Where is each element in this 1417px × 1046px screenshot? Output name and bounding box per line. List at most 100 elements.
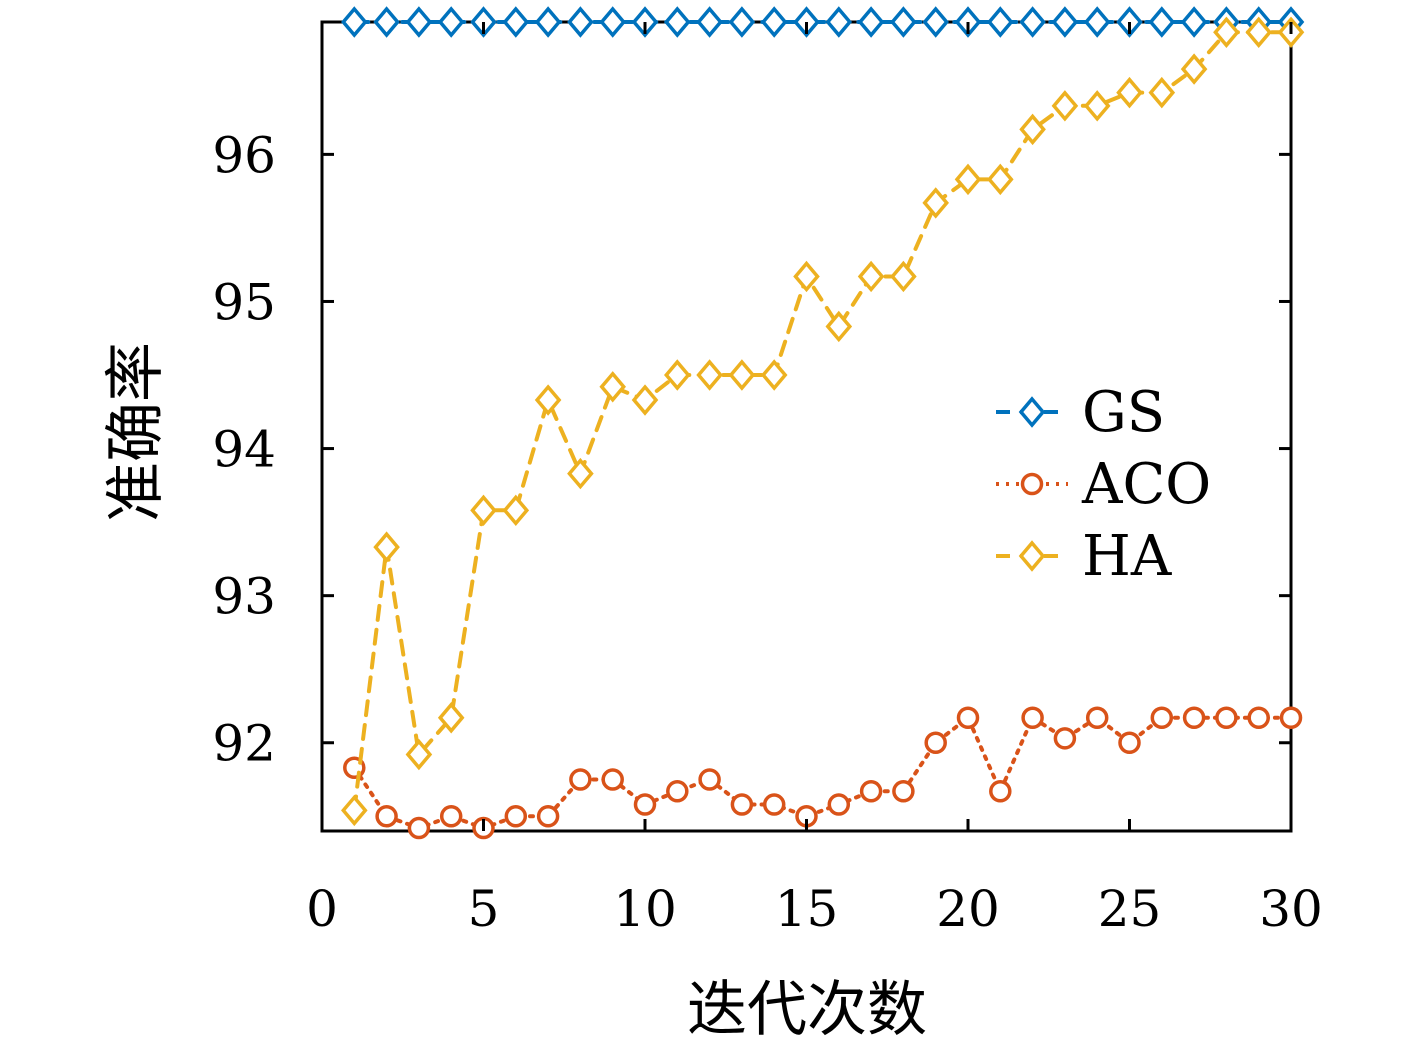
x-tick-label: 30 — [1259, 880, 1323, 938]
data-point-gs — [341, 6, 368, 38]
data-point-aco — [1279, 706, 1303, 729]
data-point-gs — [1180, 6, 1208, 38]
data-point-ha — [1148, 76, 1176, 109]
x-tick-label: 15 — [775, 880, 839, 938]
data-point-ha — [405, 738, 433, 771]
y-axis-title: 准确率 — [101, 342, 171, 522]
data-point-aco — [956, 706, 980, 729]
series-ha — [341, 16, 1305, 827]
series-layer — [341, 6, 1305, 840]
data-point-gs — [857, 6, 885, 38]
data-point-gs — [890, 6, 917, 38]
data-point-gs — [728, 6, 756, 38]
data-point-gs — [437, 6, 465, 38]
data-point-aco — [536, 805, 560, 828]
data-point-ha — [857, 260, 885, 293]
series-aco — [343, 706, 1303, 840]
legend-label: ACO — [1081, 452, 1211, 517]
data-point-ha — [1245, 16, 1272, 49]
x-axis-title: 迭代次数 — [687, 975, 927, 1045]
data-point-ha — [728, 359, 756, 391]
data-point-aco — [730, 793, 754, 816]
data-point-ha — [1180, 53, 1208, 85]
data-point-ha — [954, 163, 982, 196]
data-point-ha — [631, 384, 659, 416]
data-point-gs — [1019, 6, 1046, 38]
data-point-gs — [825, 6, 853, 38]
data-point-gs — [567, 6, 594, 38]
y-axis: 92 93 94 95 96 — [212, 126, 1291, 773]
data-point-ha — [760, 359, 788, 391]
legend-item-aco: ACO — [996, 452, 1211, 517]
x-tick-label: 25 — [1098, 880, 1162, 938]
data-point-ha — [373, 531, 400, 563]
data-point-ha — [437, 702, 465, 734]
data-point-ha — [567, 457, 594, 490]
data-point-gs — [664, 6, 691, 38]
legend-swatch-marker — [1018, 540, 1046, 572]
data-point-ha — [1083, 90, 1111, 122]
legend-label: GS — [1082, 380, 1165, 445]
data-point-gs — [1051, 6, 1079, 38]
data-point-ha — [534, 384, 562, 416]
data-point-gs — [1148, 6, 1176, 38]
x-tick-label: 5 — [468, 880, 500, 938]
data-point-ha — [825, 310, 853, 343]
data-point-aco — [892, 780, 915, 803]
data-point-aco — [1053, 727, 1077, 750]
data-point-gs — [922, 6, 949, 38]
x-axis: 0 5 10 15 20 25 30 — [306, 22, 1323, 938]
data-point-aco — [1085, 706, 1109, 729]
data-point-aco — [698, 768, 721, 791]
y-tick-label: 94 — [212, 421, 276, 479]
data-point-aco — [859, 780, 883, 803]
data-point-aco — [1182, 706, 1206, 729]
legend-item-gs: GS — [996, 380, 1165, 445]
data-point-gs — [373, 6, 400, 38]
y-tick-label: 96 — [212, 126, 276, 184]
legend-swatch-marker — [1018, 396, 1046, 428]
legend-swatch-marker — [1020, 472, 1044, 496]
y-tick-label: 92 — [212, 715, 276, 773]
data-point-aco — [1247, 706, 1270, 729]
x-tick-label: 0 — [306, 880, 338, 938]
data-point-aco — [633, 793, 657, 816]
data-point-ha — [793, 260, 820, 293]
data-point-ha — [922, 187, 949, 219]
data-point-aco — [1118, 731, 1141, 754]
data-point-ha — [470, 494, 497, 527]
data-point-ha — [502, 494, 530, 527]
x-tick-label: 20 — [936, 880, 1000, 938]
data-point-aco — [569, 768, 592, 791]
legend: GS ACO HA — [996, 380, 1211, 589]
data-point-ha — [890, 260, 917, 293]
data-point-aco — [924, 731, 947, 754]
data-point-aco — [1150, 706, 1174, 729]
legend-label: HA — [1082, 524, 1172, 589]
legend-item-ha: HA — [996, 524, 1172, 589]
data-point-aco — [1021, 706, 1044, 729]
series-line-aco — [352, 715, 1293, 831]
data-point-gs — [502, 6, 530, 38]
y-tick-label: 95 — [212, 273, 276, 331]
data-point-ha — [341, 794, 368, 827]
data-point-gs — [760, 6, 788, 38]
series-gs — [341, 6, 1305, 38]
data-point-ha — [664, 359, 691, 391]
data-point-gs — [405, 6, 433, 38]
data-point-ha — [1019, 113, 1046, 146]
data-point-ha — [599, 371, 626, 403]
data-point-ha — [1116, 76, 1143, 109]
data-point-aco — [375, 805, 398, 828]
y-tick-label: 93 — [212, 568, 276, 626]
data-point-gs — [534, 6, 562, 38]
data-point-ha — [696, 359, 723, 391]
data-point-aco — [504, 805, 528, 828]
data-point-aco — [762, 793, 786, 816]
data-point-aco — [439, 805, 463, 828]
x-tick-label: 10 — [613, 880, 677, 938]
data-point-aco — [407, 816, 431, 840]
data-point-ha — [987, 163, 1014, 196]
data-point-gs — [599, 6, 626, 38]
data-point-ha — [1213, 16, 1240, 49]
